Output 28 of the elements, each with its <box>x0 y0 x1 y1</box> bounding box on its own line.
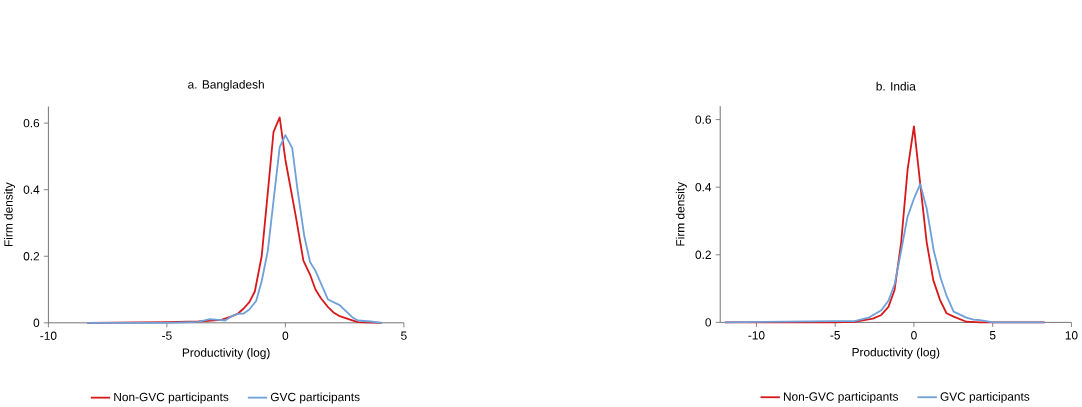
x-tick-label: 5 <box>401 331 407 340</box>
y-tick-label: 0 <box>705 318 712 327</box>
chart-title: a. Bangladesh <box>188 79 264 91</box>
y-axis-title: Firm density <box>3 182 16 246</box>
y-tick-label: 0.6 <box>23 118 40 128</box>
x-tick-label: 0 <box>911 330 917 340</box>
x-tick-label: -5 <box>162 331 172 340</box>
x-tick-label: -5 <box>830 330 840 340</box>
line-series <box>724 183 1046 324</box>
y-axis-title: Firm density <box>675 181 687 246</box>
y-tick-label: 0.6 <box>695 115 711 124</box>
x-axis-title: Productivity (log) <box>182 347 270 359</box>
chart-title: b. India <box>876 81 916 91</box>
y-tick-label: 0 <box>33 318 40 327</box>
legend-label: GVC participants <box>940 391 1030 403</box>
legend-label: Non-GVC participants <box>783 391 899 403</box>
y-tick-label: 0.4 <box>23 185 40 194</box>
legend-label: Non-GVC participants <box>114 392 229 404</box>
x-tick-label: 10 <box>1065 330 1078 340</box>
x-axis-title: Productivity (log) <box>852 347 940 359</box>
y-tick-label: 0.4 <box>695 182 712 192</box>
y-tick-label: 0.2 <box>23 251 40 261</box>
y-tick-label: 0.2 <box>695 250 711 259</box>
x-tick-label: 5 <box>989 330 996 340</box>
legend-label: GVC participants <box>270 392 360 404</box>
x-tick-label: 0 <box>282 331 289 340</box>
x-tick-label: -10 <box>748 330 765 340</box>
x-tick-label: -10 <box>40 331 57 340</box>
